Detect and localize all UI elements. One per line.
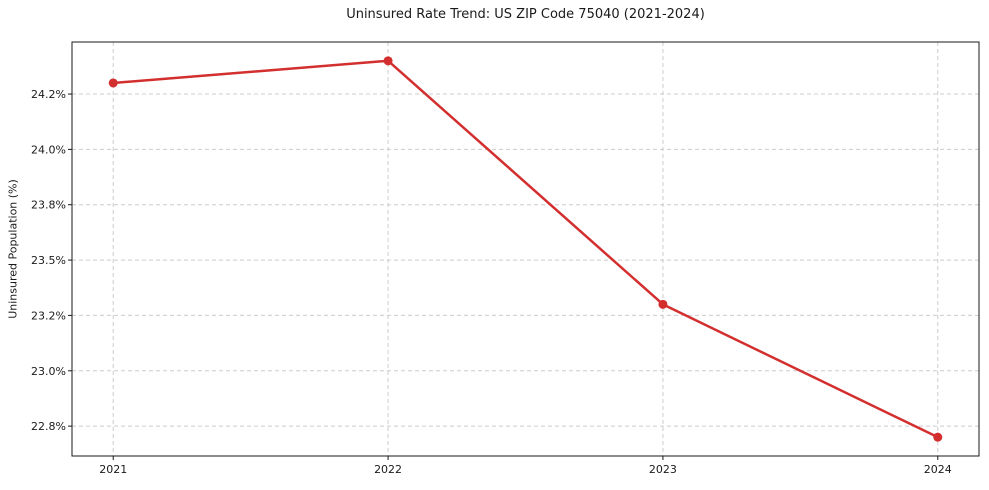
y-tick-label: 23.0%: [31, 365, 66, 378]
y-tick-label: 24.0%: [31, 143, 66, 156]
y-tick-label: 22.8%: [31, 420, 66, 433]
x-tick-label: 2021: [99, 463, 127, 476]
axes-border: [71, 41, 980, 457]
x-tick-label: 2022: [374, 463, 402, 476]
trend-line: [111, 59, 940, 439]
y-tick-label: 23.5%: [31, 254, 66, 267]
data-point-2021: [108, 78, 118, 88]
y-tick-label: 23.8%: [31, 199, 66, 212]
y-tick-label: 24.2%: [31, 88, 66, 101]
data-point-2022: [383, 56, 393, 66]
y-tick-label: 23.2%: [31, 309, 66, 322]
data-point-2023: [658, 299, 668, 309]
chart-title: Uninsured Rate Trend: US ZIP Code 75040 …: [346, 7, 705, 22]
data-point-2024: [933, 432, 943, 442]
x-tick-label: 2024: [924, 463, 952, 476]
x-tick-label: 2023: [649, 463, 677, 476]
